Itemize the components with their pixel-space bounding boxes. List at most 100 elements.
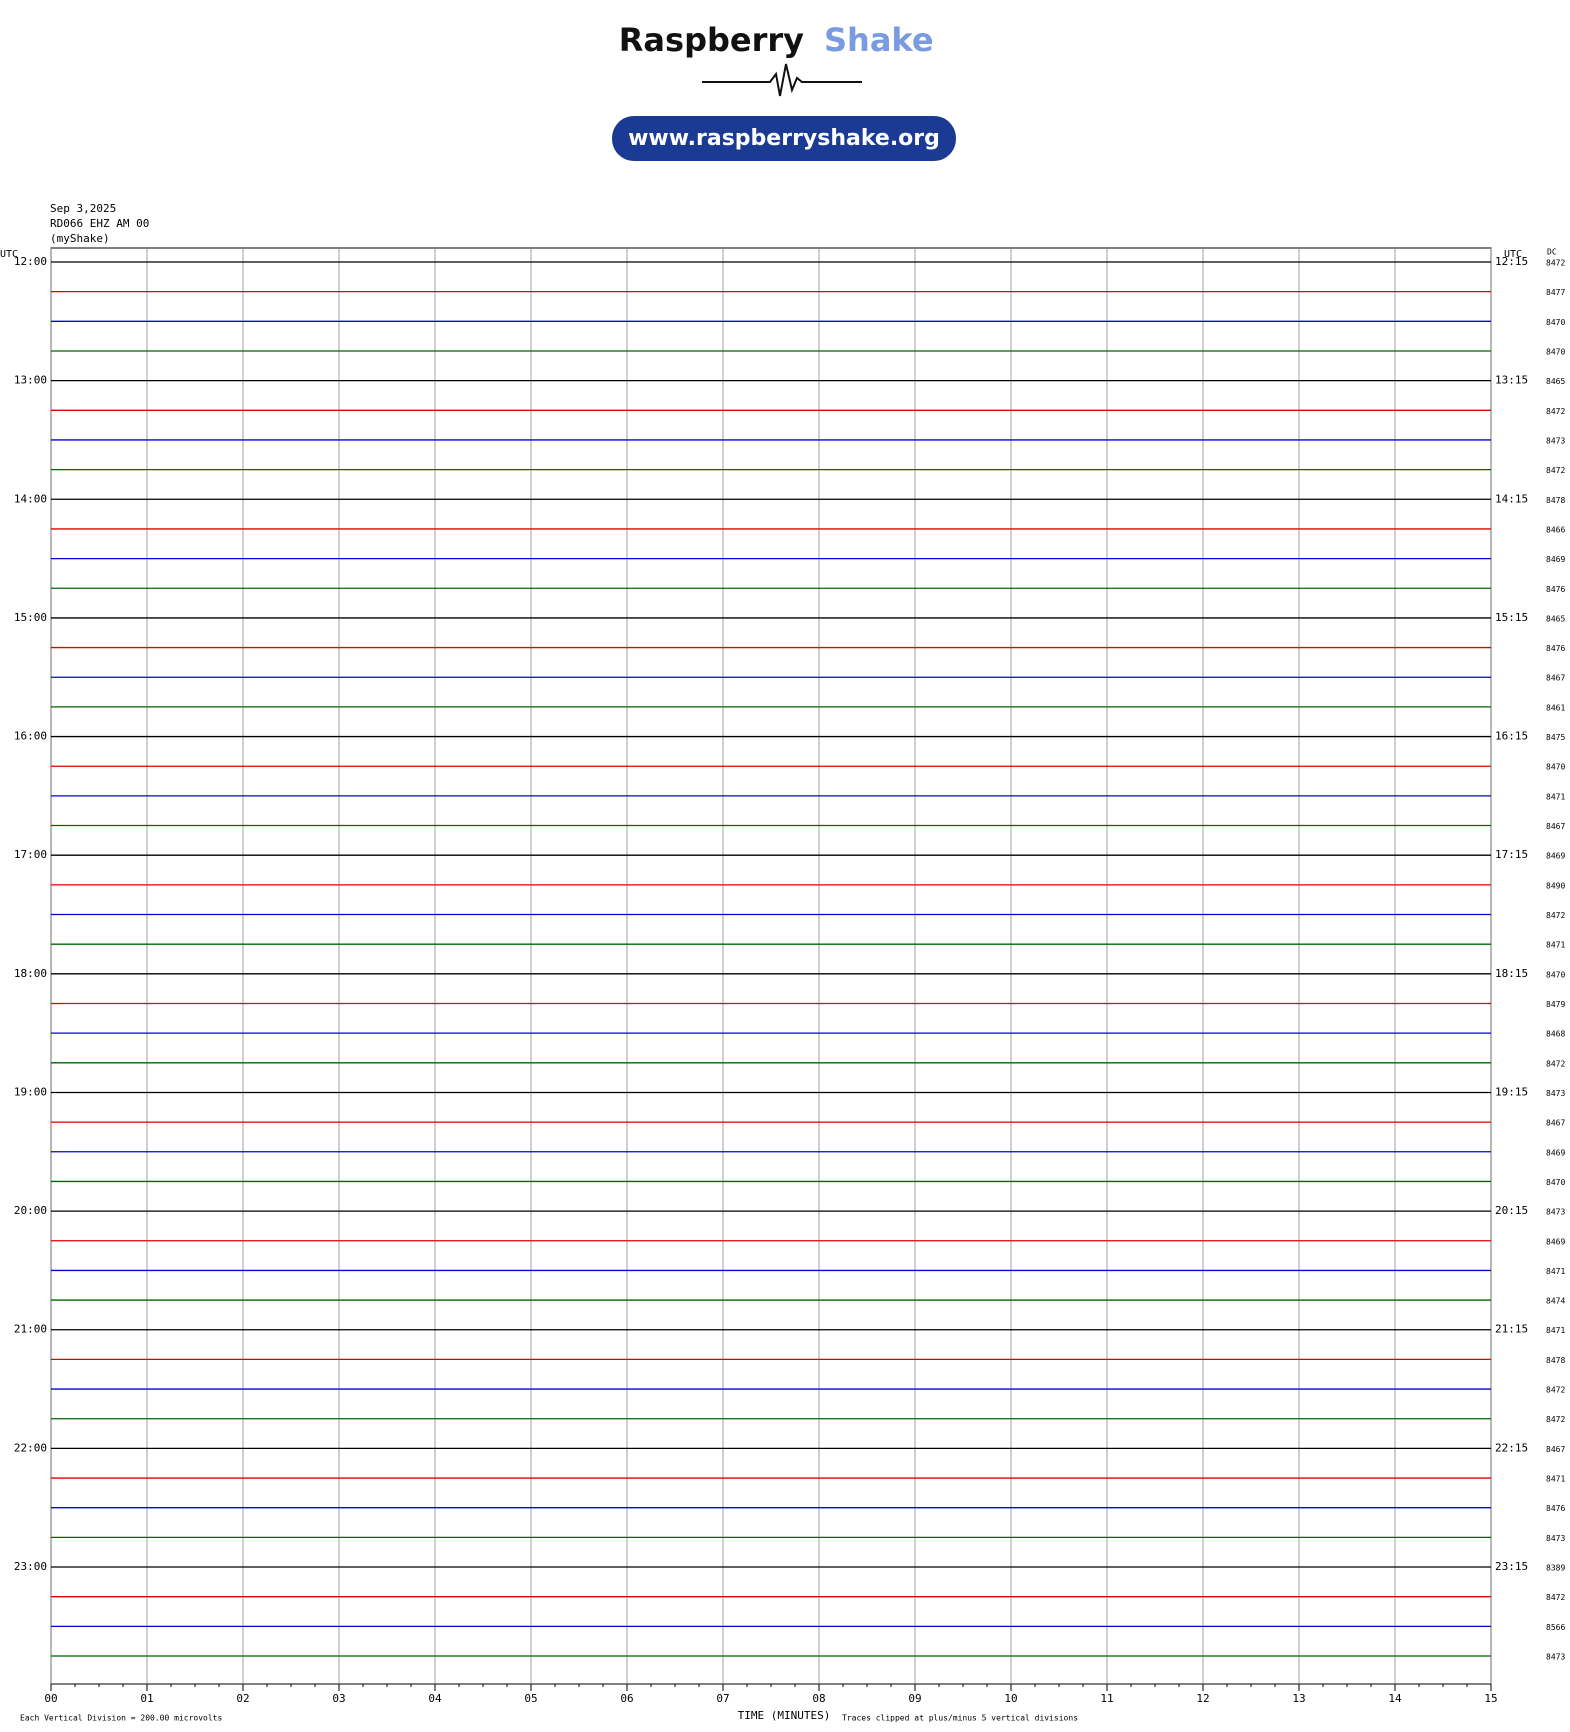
dc-value: 8470 (1546, 347, 1565, 356)
dc-value: 8470 (1546, 1178, 1565, 1187)
x-tick-label: 07 (716, 1692, 729, 1705)
hour-label-left: 21:00 (14, 1323, 47, 1336)
url-text[interactable]: www.raspberryshake.org (628, 126, 940, 151)
dc-value: 8471 (1546, 1326, 1565, 1335)
dc-value: 8467 (1546, 1445, 1565, 1454)
utc-left: UTC (0, 249, 18, 260)
station: RD066 EHZ AM 00 (50, 217, 149, 230)
x-tick-label: 14 (1388, 1692, 1402, 1705)
hour-label-left: 22:00 (14, 1441, 47, 1454)
dc-value: 8476 (1546, 585, 1565, 594)
hour-label-left: 18:00 (14, 967, 47, 980)
x-tick-label: 13 (1292, 1692, 1305, 1705)
dc-value: 8474 (1546, 1297, 1565, 1306)
x-tick-label: 09 (908, 1692, 921, 1705)
hour-label-right: 12:15 (1495, 255, 1528, 268)
dc-label: DC (1547, 248, 1557, 257)
dc-value: 8478 (1546, 496, 1565, 505)
dc-value: 8477 (1546, 288, 1565, 297)
dc-value: 8472 (1546, 1059, 1565, 1068)
hour-label-left: 15:00 (14, 611, 47, 624)
hour-label-left: 17:00 (14, 848, 47, 861)
url-pill[interactable] (612, 116, 956, 161)
x-tick-label: 10 (1004, 1692, 1017, 1705)
date: Sep 3,2025 (50, 202, 116, 215)
dc-value: 8470 (1546, 970, 1565, 979)
dc-value: 8473 (1546, 1208, 1565, 1217)
dc-value: 8468 (1546, 1030, 1565, 1039)
dc-value: 8473 (1546, 1534, 1565, 1543)
dc-value: 8472 (1546, 1593, 1565, 1602)
hour-label-right: 15:15 (1495, 611, 1528, 624)
dc-value: 8469 (1546, 1148, 1565, 1157)
dc-value: 8467 (1546, 674, 1565, 683)
scale-note: Each Vertical Division = 200.00 microvol… (20, 1714, 222, 1723)
x-tick-label: 12 (1196, 1692, 1209, 1705)
dc-value: 8479 (1546, 1000, 1565, 1009)
x-tick-label: 06 (620, 1692, 633, 1705)
dc-value: 8467 (1546, 1119, 1565, 1128)
dc-value: 8470 (1546, 318, 1565, 327)
hour-label-right: 14:15 (1495, 492, 1528, 505)
dc-value: 8469 (1546, 555, 1565, 564)
dc-value: 8476 (1546, 644, 1565, 653)
clip-note: Traces clipped at plus/minus 5 vertical … (842, 1714, 1078, 1723)
dc-value: 8469 (1546, 852, 1565, 861)
dc-value: 8475 (1546, 733, 1565, 742)
dc-value: 8472 (1546, 407, 1565, 416)
x-tick-label: 01 (140, 1692, 153, 1705)
hour-label-right: 22:15 (1495, 1441, 1528, 1454)
dc-value: 8471 (1546, 941, 1565, 950)
hour-label-left: 16:00 (14, 730, 47, 743)
hour-label-left: 12:00 (14, 255, 47, 268)
hour-label-left: 23:00 (14, 1560, 47, 1573)
hour-label-right: 23:15 (1495, 1560, 1528, 1573)
dc-value: 8467 (1546, 822, 1565, 831)
dc-value: 8472 (1546, 1415, 1565, 1424)
plot-frame (50, 247, 1492, 1685)
x-tick-label: 02 (236, 1692, 249, 1705)
dc-value: 8466 (1546, 525, 1565, 534)
dc-value: 8472 (1546, 1386, 1565, 1395)
dc-value: 8473 (1546, 436, 1565, 445)
hour-label-right: 17:15 (1495, 848, 1528, 861)
x-tick-label: 08 (812, 1692, 825, 1705)
dc-value: 8473 (1546, 1089, 1565, 1098)
dc-value: 8490 (1546, 881, 1565, 890)
utc-right: UTC (1504, 249, 1522, 260)
logo-squiggle (702, 63, 862, 97)
hour-label-left: 14:00 (14, 492, 47, 505)
dc-value: 8465 (1546, 377, 1565, 386)
hour-label-right: 13:15 (1495, 374, 1528, 387)
dc-value: 8472 (1546, 259, 1565, 268)
x-tick-label: 04 (428, 1692, 442, 1705)
dc-value: 8465 (1546, 614, 1565, 623)
hour-label-left: 20:00 (14, 1204, 47, 1217)
x-tick-label: 00 (44, 1692, 57, 1705)
dc-value: 8471 (1546, 792, 1565, 801)
dc-value: 8389 (1546, 1564, 1565, 1573)
dc-value: 8470 (1546, 763, 1565, 772)
dc-value: 8471 (1546, 1475, 1565, 1484)
brand-main: Raspberry (619, 21, 804, 59)
dc-value: 8566 (1546, 1623, 1565, 1632)
dc-value: 8473 (1546, 1653, 1565, 1662)
hour-label-right: 18:15 (1495, 967, 1528, 980)
hour-label-right: 21:15 (1495, 1323, 1528, 1336)
brand-accent: Shake (824, 21, 934, 59)
hour-label-left: 19:00 (14, 1085, 47, 1098)
dc-value: 8472 (1546, 911, 1565, 920)
source: (myShake) (50, 232, 110, 245)
dc-value: 8461 (1546, 703, 1565, 712)
x-tick-label: 15 (1484, 1692, 1497, 1705)
dc-value: 8472 (1546, 466, 1565, 475)
x-axis-label: TIME (MINUTES) (738, 1709, 831, 1722)
x-tick-label: 05 (524, 1692, 537, 1705)
dc-value: 8471 (1546, 1267, 1565, 1276)
dc-value: 8476 (1546, 1504, 1565, 1513)
hour-label-right: 19:15 (1495, 1085, 1528, 1098)
hour-label-left: 13:00 (14, 374, 47, 387)
x-tick-label: 11 (1100, 1692, 1113, 1705)
hour-label-right: 16:15 (1495, 730, 1528, 743)
dc-value: 8469 (1546, 1237, 1565, 1246)
